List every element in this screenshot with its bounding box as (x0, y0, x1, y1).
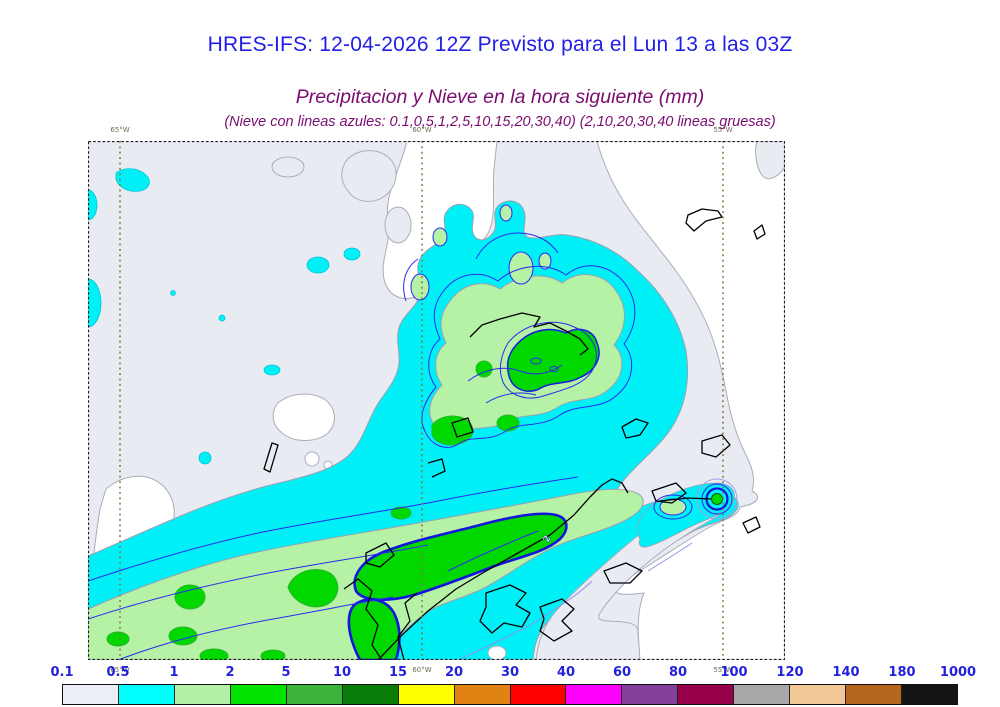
scale-color-cell (286, 685, 343, 704)
scale-color-cell (342, 685, 399, 704)
scale-value-label: 30 (500, 665, 520, 680)
scale-color-cell (734, 685, 791, 704)
scale-color-cell (566, 685, 623, 704)
page-title: HRES-IFS: 12-04-2026 12Z Previsto para e… (207, 33, 793, 56)
scale-value-label: 140 (832, 665, 860, 680)
scale-color-cell (118, 685, 175, 704)
snow-faint-contours (457, 542, 693, 661)
scale-value-label: 180 (888, 665, 916, 680)
lightgreen-kernels (410, 204, 687, 516)
scale-value-label: 40 (556, 665, 576, 680)
meridian-label: 55°W (713, 666, 733, 674)
scale-color-cell (230, 685, 287, 704)
scale-color-cell (510, 685, 567, 704)
precipitation-map: 2 (74, 140, 786, 664)
gray-islands (271, 140, 786, 244)
meridian-label: 65°W (110, 126, 130, 134)
meridian-lines (119, 141, 724, 660)
scale-value-label: 0.1 (50, 665, 74, 680)
scale-value-label: 1 (169, 665, 179, 680)
scale-color-cell (678, 685, 735, 704)
chart-subtitle: Precipitacion y Nieve en la hora siguien… (295, 86, 705, 108)
scale-value-label: 0.5 (106, 665, 130, 680)
scale-color-cell (398, 685, 455, 704)
scale-color-cell (454, 685, 511, 704)
meridian-label: 55°W (713, 126, 733, 134)
scale-value-label: 80 (668, 665, 688, 680)
scale-value-label: 5 (281, 665, 291, 680)
green-cores (106, 328, 600, 664)
scale-value-label: 1000 (939, 665, 977, 680)
meridian-label: 65°W (110, 666, 130, 674)
chart-legend-note: (Nieve con lineas azules: 0.1,0,5,1,2,5,… (224, 114, 776, 130)
scale-color-cell (63, 685, 119, 704)
scale-color-cell (622, 685, 679, 704)
scale-value-label: 15 (388, 665, 408, 680)
scale-color-cell (846, 685, 903, 704)
meridian-label: 60°W (412, 126, 432, 134)
snow-contours (87, 232, 693, 661)
coastlines (263, 208, 766, 661)
white-spot (487, 645, 507, 661)
meridian-label: 60°W (412, 666, 432, 674)
snow-contour-label: 2 (542, 534, 554, 544)
scale-color-cell (902, 685, 957, 704)
scale-color-cell (174, 685, 231, 704)
scale-value-label: 20 (444, 665, 464, 680)
scale-value-label: 10 (332, 665, 352, 680)
map-canvas: 2 (74, 140, 786, 664)
scale-value-label: 2 (225, 665, 235, 680)
map-frame (87, 140, 786, 661)
scale-value-label: 100 (720, 665, 748, 680)
precip-color-scale (62, 684, 958, 705)
scale-color-cell (790, 685, 847, 704)
scale-value-label: 60 (612, 665, 632, 680)
scale-value-label: 120 (776, 665, 804, 680)
